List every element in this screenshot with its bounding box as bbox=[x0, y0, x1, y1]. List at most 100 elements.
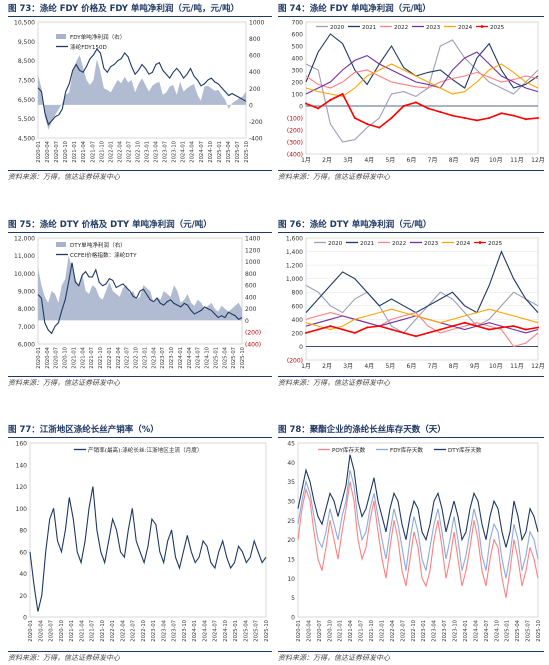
x-tick-label: 4月 bbox=[364, 157, 374, 164]
x-tick-label: 2025-07 bbox=[231, 347, 237, 369]
x-tick-label: 2023-10 bbox=[182, 620, 188, 642]
series-point bbox=[353, 117, 356, 119]
series-point bbox=[451, 325, 454, 328]
y-tick-label: 140 bbox=[16, 462, 28, 469]
series-point bbox=[378, 325, 381, 328]
y-tick-label: 200 bbox=[292, 330, 304, 337]
x-tick-label: 2024-07 bbox=[196, 347, 202, 369]
x-tick-label: 2020-10 bbox=[59, 620, 65, 642]
legend-label: 2025 bbox=[488, 241, 503, 247]
y2-tick-label: -200 bbox=[249, 119, 263, 126]
panel-source: 资料来源：万得，信达证券研发中心 bbox=[8, 376, 272, 388]
x-tick-label: 2024-10 bbox=[205, 347, 211, 369]
legend-label: 涤纶FDY150D bbox=[70, 43, 107, 51]
y-tick-label: 9,500 bbox=[18, 39, 35, 46]
x-tick-label: 3月 bbox=[343, 363, 353, 370]
x-tick-label: 2025-07 bbox=[254, 620, 260, 642]
y-tick-label: 6,000 bbox=[18, 342, 35, 349]
series-point bbox=[366, 123, 369, 125]
x-tick-label: 2021-01 bbox=[72, 141, 78, 163]
panel-title: 图 78：聚酯企业的涤纶长丝库存天数（天） bbox=[278, 423, 544, 438]
legend-label: 2023 bbox=[426, 25, 441, 31]
x-tick-label: 2025-04 bbox=[226, 140, 232, 162]
x-tick-label: 2020-04 bbox=[45, 140, 51, 162]
x-tick-label: 11月 bbox=[510, 157, 524, 164]
x-tick-label: 2021-04 bbox=[348, 619, 354, 641]
x-tick-label: 2020-04 bbox=[306, 619, 312, 641]
series-line-0 bbox=[305, 39, 539, 143]
y-tick-label: 600 bbox=[292, 303, 304, 310]
x-tick-label: 2021-10 bbox=[369, 620, 375, 642]
legend-label: FDY库存天数 bbox=[390, 446, 423, 454]
x-tick-label: 2022-04 bbox=[117, 140, 123, 162]
x-tick-label: 2021-01 bbox=[338, 620, 344, 642]
legend-label: DTY单吨净利润（右） bbox=[70, 241, 126, 249]
y-tick-label: 160 bbox=[16, 441, 28, 448]
series-point bbox=[537, 326, 539, 329]
legend-label: 2022 bbox=[392, 241, 406, 247]
x-tick-label: 2024-07 bbox=[484, 620, 490, 642]
y-tick-label: (200) bbox=[287, 358, 303, 365]
series-line-0 bbox=[29, 486, 267, 612]
x-tick-label: 2023-10 bbox=[169, 347, 175, 369]
x-tick-label: 2021-07 bbox=[90, 141, 96, 163]
series-point bbox=[475, 325, 478, 328]
y2-tick-label: -400 bbox=[249, 136, 263, 143]
y-tick-label: 120 bbox=[16, 484, 28, 491]
y2-tick-label: 800 bbox=[245, 271, 257, 278]
legend-marker bbox=[480, 25, 484, 28]
legend-label: CCFEI价格指数：涤纶DTY bbox=[70, 251, 137, 259]
series-line-1 bbox=[297, 469, 539, 579]
series-line-3 bbox=[305, 315, 539, 334]
x-tick-label: 10月 bbox=[489, 363, 503, 370]
x-tick-label: 4月 bbox=[364, 363, 374, 370]
x-tick-label: 2023-01 bbox=[142, 347, 148, 369]
y-tick-label: 8,500 bbox=[18, 58, 35, 65]
x-tick-label: 7月 bbox=[428, 363, 438, 370]
series-point bbox=[353, 331, 356, 334]
x-tick-label: 2022-04 bbox=[390, 619, 396, 641]
y-tick-label: 60 bbox=[19, 549, 27, 556]
y-tick-label: 1,400 bbox=[286, 249, 303, 256]
y2-tick-label: (400) bbox=[245, 342, 261, 349]
x-tick-label: 2020-07 bbox=[54, 347, 60, 369]
y-tick-label: 4,500 bbox=[18, 136, 35, 143]
y-tick-label: (300) bbox=[287, 140, 303, 147]
series-point bbox=[500, 112, 503, 115]
x-tick-label: 2025-04 bbox=[243, 619, 249, 641]
x-tick-label: 2020-01 bbox=[28, 620, 34, 642]
x-tick-label: 5月 bbox=[385, 157, 395, 164]
x-tick-label: 5月 bbox=[385, 363, 395, 370]
y-tick-label: 600 bbox=[292, 32, 304, 39]
y-tick-label: 1,000 bbox=[286, 276, 303, 283]
y-tick-label: 0 bbox=[291, 615, 295, 622]
x-tick-label: 2021-10 bbox=[98, 347, 104, 369]
x-tick-label: 2020-10 bbox=[327, 620, 333, 642]
x-tick-label: 2020-01 bbox=[36, 347, 42, 369]
panel-fdy-price-profit: 图 73：涤纶 FDY 价格及 FDY 单吨净利润（元/吨，元/吨） 资料来源：万… bbox=[8, 2, 272, 182]
x-tick-label: 2023-01 bbox=[145, 141, 151, 163]
x-tick-label: 9月 bbox=[470, 157, 480, 164]
legend-label: 2024 bbox=[456, 241, 471, 247]
x-tick-label: 2024-04 bbox=[187, 346, 193, 368]
x-tick-label: 2022-04 bbox=[120, 619, 126, 641]
y2-tick-label: 0 bbox=[245, 318, 249, 325]
series-line-3 bbox=[305, 51, 539, 95]
series-point bbox=[390, 328, 393, 331]
x-tick-label: 2024-01 bbox=[463, 620, 469, 642]
y-tick-label: 20 bbox=[19, 593, 27, 600]
panel-filament-inventory-days: 图 78：聚酯企业的涤纶长丝库存天数（天） 资料来源：万得，信达证券研发中心 0 5 1… bbox=[278, 423, 544, 663]
x-tick-label: 2020-07 bbox=[54, 141, 60, 163]
x-tick-label: 2023-07 bbox=[160, 347, 166, 369]
panel-source: 资料来源：万得，信达证券研发中心 bbox=[278, 651, 544, 663]
x-tick-label: 2021-04 bbox=[80, 346, 86, 368]
y-tick-label: 10,000 bbox=[14, 271, 35, 278]
y-tick-label: 7,000 bbox=[18, 324, 35, 331]
y-tick-label: 200 bbox=[292, 80, 304, 87]
y2-tick-label: 200 bbox=[245, 306, 257, 313]
series-point bbox=[341, 328, 344, 331]
x-tick-label: 2021-04 bbox=[81, 140, 87, 162]
y-tick-label: 10 bbox=[287, 576, 295, 583]
series-point bbox=[390, 117, 393, 119]
